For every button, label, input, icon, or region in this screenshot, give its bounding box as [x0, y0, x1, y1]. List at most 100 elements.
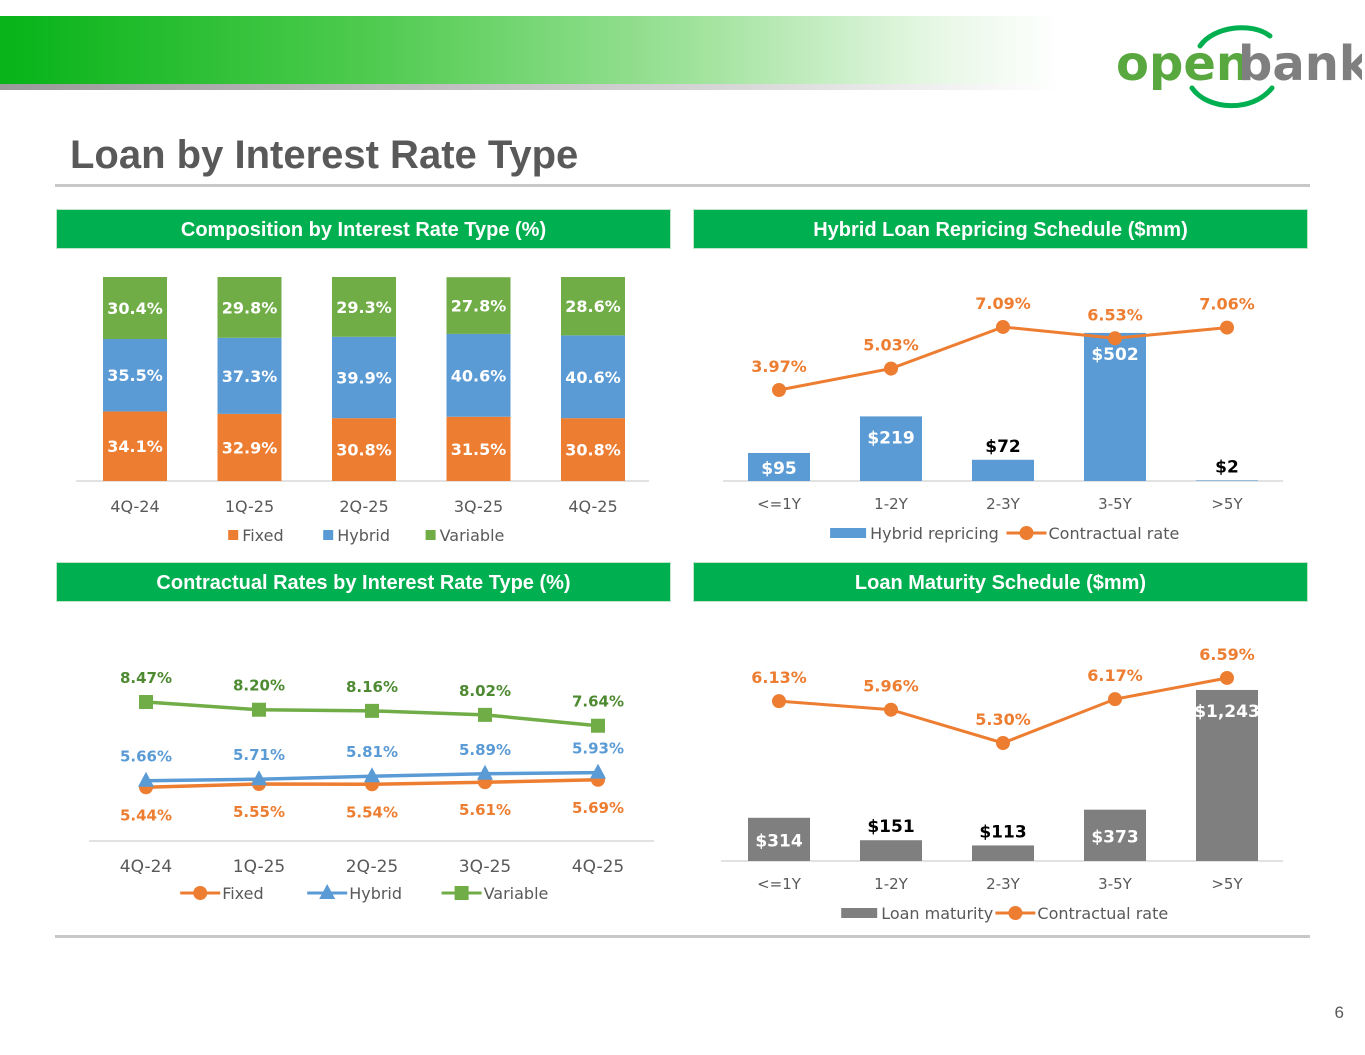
legend-loan-maturity-swatch: [841, 908, 878, 918]
x-tick-label: 3Q-25: [459, 857, 511, 877]
legend-hybrid-repricing-label: Hybrid repricing: [870, 524, 999, 543]
x-tick-label: 4Q-24: [120, 857, 172, 877]
marker-hybrid-4q-25: [590, 763, 606, 779]
legend-fixed-label: Fixed: [242, 526, 283, 545]
rate-label-5y: 6.59%: [1199, 645, 1255, 664]
bar-loan-maturity-1y: [748, 817, 810, 861]
bar-hybrid-4q-25: [561, 335, 625, 419]
logo-text-open: open: [1116, 36, 1250, 92]
data-label-hybrid-2q-25: 39.9%: [336, 368, 392, 387]
data-label-variable-3q-25: 27.8%: [451, 297, 507, 316]
line-point-1-2y: [884, 702, 898, 717]
x-tick-label: <=1Y: [757, 495, 802, 513]
bar-fixed-2q-25: [332, 418, 396, 481]
data-label-variable-4q-25: 7.64%: [572, 693, 624, 711]
bar-fixed-4q-24: [103, 411, 167, 481]
bar-label-1-2y: $219: [867, 428, 914, 448]
x-tick-label: 2Q-25: [346, 857, 398, 877]
line-point-5y: [1220, 670, 1234, 685]
x-tick-label: 1-2Y: [874, 495, 908, 513]
legend-loan-maturity-label: Loan maturity: [881, 904, 993, 923]
bar-variable-4q-24: [103, 277, 167, 340]
bar-loan-maturity-2-3y: [972, 845, 1034, 861]
bar-hybrid-1q-25: [217, 337, 282, 414]
data-label-hybrid-4q-25: 40.6%: [565, 368, 621, 387]
x-tick-label: 3-5Y: [1098, 495, 1132, 513]
bottom-divider: [55, 935, 1310, 938]
x-tick-label: >5Y: [1211, 875, 1243, 893]
x-tick-label: 1Q-25: [233, 857, 285, 877]
marker-hybrid-2q-25: [364, 767, 380, 783]
page-number: 6: [1334, 1003, 1344, 1022]
bar-variable-4q-25: [561, 277, 625, 336]
data-label-variable-1q-25: 29.8%: [222, 298, 278, 317]
data-label-hybrid-2q-25: 5.81%: [346, 743, 398, 761]
x-tick-label: <=1Y: [757, 875, 802, 893]
bar-hybrid-repricing-3-5y: [1084, 332, 1146, 481]
legend-contractual-rate-marker: [1019, 526, 1034, 540]
data-label-fixed-4q-24: 5.44%: [120, 806, 172, 824]
series-line-contractual-rate: [778, 325, 1228, 392]
data-label-hybrid-3q-25: 40.6%: [451, 366, 507, 385]
title-divider: [55, 184, 1310, 187]
bar-label-3-5y: $502: [1091, 345, 1138, 365]
maturity-chart: $314 $151 $113 $373 $1,243 6.13% 5.96% 5.30% 6.1…: [721, 645, 1283, 923]
bar-label-1-2y: $151: [867, 817, 914, 837]
data-label-fixed-4q-25: 30.8%: [565, 441, 621, 460]
x-tick-label: 1-2Y: [874, 875, 908, 893]
data-label-hybrid-1q-25: 5.71%: [233, 746, 285, 764]
data-label-variable-4q-24: 30.4%: [107, 299, 163, 318]
data-label-hybrid-4q-24: 5.66%: [120, 748, 172, 766]
rate-label-1y: 6.13%: [751, 668, 807, 687]
bar-hybrid-2q-25: [332, 336, 396, 419]
rate-label-1-2y: 5.03%: [863, 336, 919, 355]
marker-variable-3q-25: [478, 707, 492, 722]
data-label-fixed-4q-24: 34.1%: [107, 437, 163, 456]
hybrid-panel-header: Hybrid Loan Repricing Schedule ($mm): [693, 209, 1308, 249]
marker-variable-4q-25: [591, 718, 605, 733]
bar-label-2-3y: $72: [985, 437, 1021, 457]
marker-hybrid-1q-25: [251, 770, 267, 786]
page-title: Loan by Interest Rate Type: [70, 133, 579, 177]
legend-hybrid-repricing-swatch: [830, 528, 867, 538]
legend-hybrid-swatch: [323, 530, 334, 540]
header-gradient-band: [0, 16, 1060, 86]
data-label-fixed-3q-25: 31.5%: [451, 440, 507, 459]
legend-contractual-rate-label: Contractual rate: [1037, 904, 1168, 923]
data-label-fixed-4q-25: 5.69%: [572, 799, 624, 817]
openbank-logo: open bank: [1116, 25, 1362, 109]
maturity-panel-header: Loan Maturity Schedule ($mm): [693, 562, 1308, 602]
x-tick-label: 3-5Y: [1098, 875, 1132, 893]
rate-label-3-5y: 6.17%: [1087, 666, 1143, 685]
data-label-fixed-2q-25: 5.54%: [346, 803, 398, 821]
bar-hybrid-repricing-2-3y: [972, 459, 1034, 481]
line-point-3-5y: [1108, 331, 1122, 346]
marker-variable-2q-25: [365, 703, 379, 718]
legend-variable-swatch: [425, 530, 436, 540]
x-tick-label: 2-3Y: [986, 875, 1020, 893]
data-label-hybrid-4q-25: 5.93%: [572, 740, 624, 758]
data-label-variable-3q-25: 8.02%: [459, 682, 511, 700]
data-label-hybrid-3q-25: 5.89%: [459, 741, 511, 759]
data-label-fixed-2q-25: 30.8%: [336, 441, 392, 460]
header-band-shadow: [0, 84, 1060, 90]
data-label-variable-2q-25: 8.16%: [346, 678, 398, 696]
data-label-variable-4q-25: 28.6%: [565, 297, 621, 316]
line-point-1-2y: [884, 361, 898, 376]
bar-label-3-5y: $373: [1091, 827, 1138, 847]
x-tick-label: 4Q-24: [110, 497, 159, 516]
rate-label-3-5y: 6.53%: [1087, 305, 1143, 324]
rate-label-2-3y: 7.09%: [975, 294, 1031, 313]
marker-hybrid-4q-24: [138, 771, 154, 787]
composition-chart: 34.1% 35.5% 30.4% 4Q-24 32.9% 37.3% 29.8% 1Q-25…: [76, 277, 649, 545]
x-tick-label: 1Q-25: [225, 497, 274, 516]
legend-variable-label: Variable: [440, 526, 505, 545]
x-tick-label: 4Q-25: [568, 497, 617, 516]
bar-label-5y: $1,243: [1194, 702, 1260, 722]
bar-variable-2q-25: [332, 277, 396, 337]
line-point-2-3y: [996, 736, 1010, 750]
logo-arc-top: [1197, 25, 1273, 49]
line-point-1y: [772, 694, 786, 709]
logo-arc-bottom: [1189, 85, 1275, 109]
x-tick-label: 3Q-25: [454, 497, 503, 516]
